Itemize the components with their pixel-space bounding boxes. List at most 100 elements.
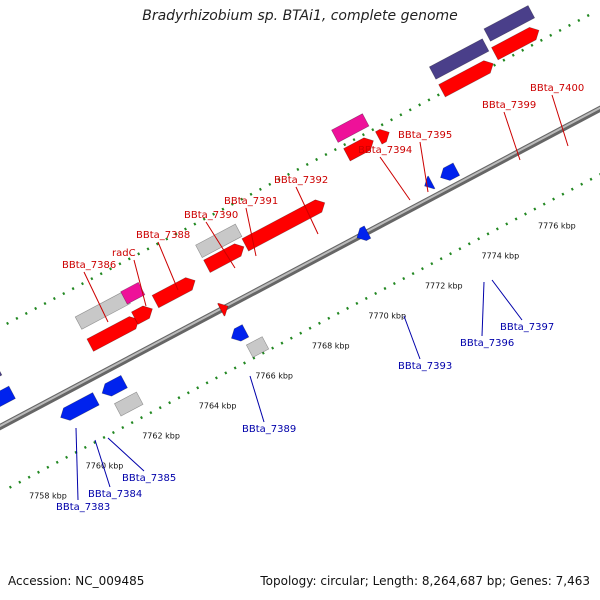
reverse-track-dot	[111, 430, 115, 435]
forward-gene-feature[interactable]	[203, 243, 245, 273]
reverse-gene-label[interactable]: BBta_7383	[56, 502, 110, 513]
reverse-gene-feature[interactable]	[356, 225, 372, 241]
forward-gene-label[interactable]: BBta_7394	[358, 145, 412, 156]
forward-track-dot	[212, 212, 216, 216]
forward-track-dot	[427, 98, 431, 102]
pseudo-feature[interactable]	[114, 391, 144, 417]
reverse-gene-feature[interactable]	[60, 392, 100, 421]
reverse-track-dot	[121, 425, 125, 430]
reverse-track-dot	[140, 416, 143, 420]
reverse-track-dot	[392, 281, 396, 286]
forward-gene-feature[interactable]	[491, 27, 540, 61]
label-leader-line	[157, 241, 179, 291]
reverse-gene-label[interactable]: BBta_7396	[460, 338, 514, 349]
forward-gene-feature[interactable]	[241, 199, 326, 252]
reverse-track-dot	[243, 361, 246, 365]
forward-track-dot	[530, 43, 534, 47]
reverse-track-dot	[402, 276, 406, 281]
reverse-track-dot	[467, 242, 471, 246]
label-leader-line	[419, 141, 429, 193]
operon-feature[interactable]	[428, 38, 490, 80]
reverse-track-dot	[589, 177, 593, 181]
forward-track-dot	[109, 267, 113, 271]
forward-track-dot	[324, 152, 328, 157]
forward-gene-label[interactable]: BBta_7399	[482, 100, 536, 111]
reverse-gene-label[interactable]: BBta_7393	[398, 361, 452, 372]
label-leader-line	[133, 259, 147, 307]
reverse-gene-feature[interactable]	[231, 324, 250, 342]
topology-text: Topology: circular; Length: 8,264,687 bp…	[260, 574, 590, 588]
forward-track-dot	[371, 128, 375, 132]
forward-gene-label[interactable]: radC	[112, 248, 136, 259]
forward-gene-label[interactable]: BBta_7400	[530, 83, 584, 94]
operon-feature[interactable]	[483, 5, 536, 42]
forward-track-dot	[221, 207, 225, 211]
pseudo-feature[interactable]	[195, 223, 243, 258]
forward-track-dot	[249, 192, 253, 196]
forward-track-dot	[493, 63, 496, 67]
reverse-track-dot	[364, 296, 368, 301]
kbp-tick-label: 7770 kbp	[368, 311, 406, 320]
forward-track-dot	[99, 272, 103, 276]
reverse-track-dot	[252, 356, 256, 360]
reverse-track-dot	[430, 262, 434, 266]
reverse-gene-label[interactable]: BBta_7397	[500, 322, 554, 333]
reverse-track-dot	[542, 202, 546, 206]
reverse-gene-label[interactable]: BBta_7389	[242, 424, 296, 435]
pseudo-feature[interactable]	[245, 336, 270, 358]
forward-gene-label[interactable]: BBta_7386	[62, 260, 116, 271]
reverse-track-dot	[346, 306, 349, 310]
forward-gene-feature[interactable]	[131, 305, 153, 325]
forward-track-dot	[155, 242, 159, 246]
forward-gene-feature[interactable]	[438, 60, 494, 98]
reverse-track-dot	[570, 187, 574, 191]
rna-feature[interactable]	[331, 113, 370, 143]
reverse-track-dot	[383, 286, 387, 291]
reverse-gene-feature[interactable]	[440, 162, 461, 181]
forward-gene-feature[interactable]	[86, 316, 140, 352]
forward-gene-label[interactable]: BBta_7390	[184, 210, 238, 221]
forward-track-dot	[539, 38, 543, 42]
reverse-track-dot	[205, 381, 209, 385]
forward-track-dot	[137, 252, 141, 256]
forward-track-dot	[343, 143, 347, 147]
forward-gene-feature[interactable]	[217, 302, 229, 317]
forward-track-dot	[34, 306, 38, 311]
kbp-tick-label: 7766 kbp	[255, 371, 293, 380]
reverse-track-dot	[46, 465, 50, 469]
forward-gene-label[interactable]: BBta_7391	[224, 196, 278, 207]
reverse-track-dot	[289, 336, 293, 340]
label-leader-line	[245, 207, 257, 257]
forward-track-dot	[71, 287, 75, 291]
operon-feature[interactable]	[0, 363, 3, 388]
label-leader-line	[551, 94, 569, 147]
forward-track-dot	[558, 28, 562, 32]
forward-gene-label[interactable]: BBta_7392	[274, 175, 328, 186]
reverse-track-dot	[514, 217, 518, 221]
reverse-gene-feature[interactable]	[0, 385, 16, 407]
reverse-track-dot	[552, 197, 556, 201]
tick-layer: 7758 kbp 7760 kbp 7762 kbp 7764 kbp 7766 kbp…	[29, 221, 576, 500]
reverse-track-dot	[477, 237, 481, 241]
reverse-track-dot	[336, 311, 340, 315]
forward-track-dot	[146, 247, 150, 251]
reverse-gene-feature[interactable]	[101, 374, 128, 397]
forward-gene-label[interactable]: BBta_7395	[398, 130, 452, 141]
forward-track-dot	[24, 311, 28, 316]
reverse-gene-label[interactable]: BBta_7385	[122, 473, 176, 484]
reverse-track-dot	[27, 475, 31, 479]
reverse-track-dot	[486, 232, 490, 236]
reverse-track-dot	[168, 401, 172, 405]
rna-feature[interactable]	[120, 281, 146, 305]
forward-gene-feature[interactable]	[151, 277, 196, 309]
kbp-tick-label: 7772 kbp	[425, 281, 463, 290]
reverse-track-dot	[374, 291, 378, 296]
forward-gene-feature[interactable]	[375, 129, 390, 145]
forward-gene-label[interactable]: BBta_7388	[136, 230, 190, 241]
reverse-gene-label[interactable]: BBta_7384	[88, 489, 142, 500]
reverse-track-dot	[420, 267, 424, 271]
forward-gene-feature[interactable]	[343, 137, 374, 162]
forward-track-dot	[277, 177, 281, 181]
